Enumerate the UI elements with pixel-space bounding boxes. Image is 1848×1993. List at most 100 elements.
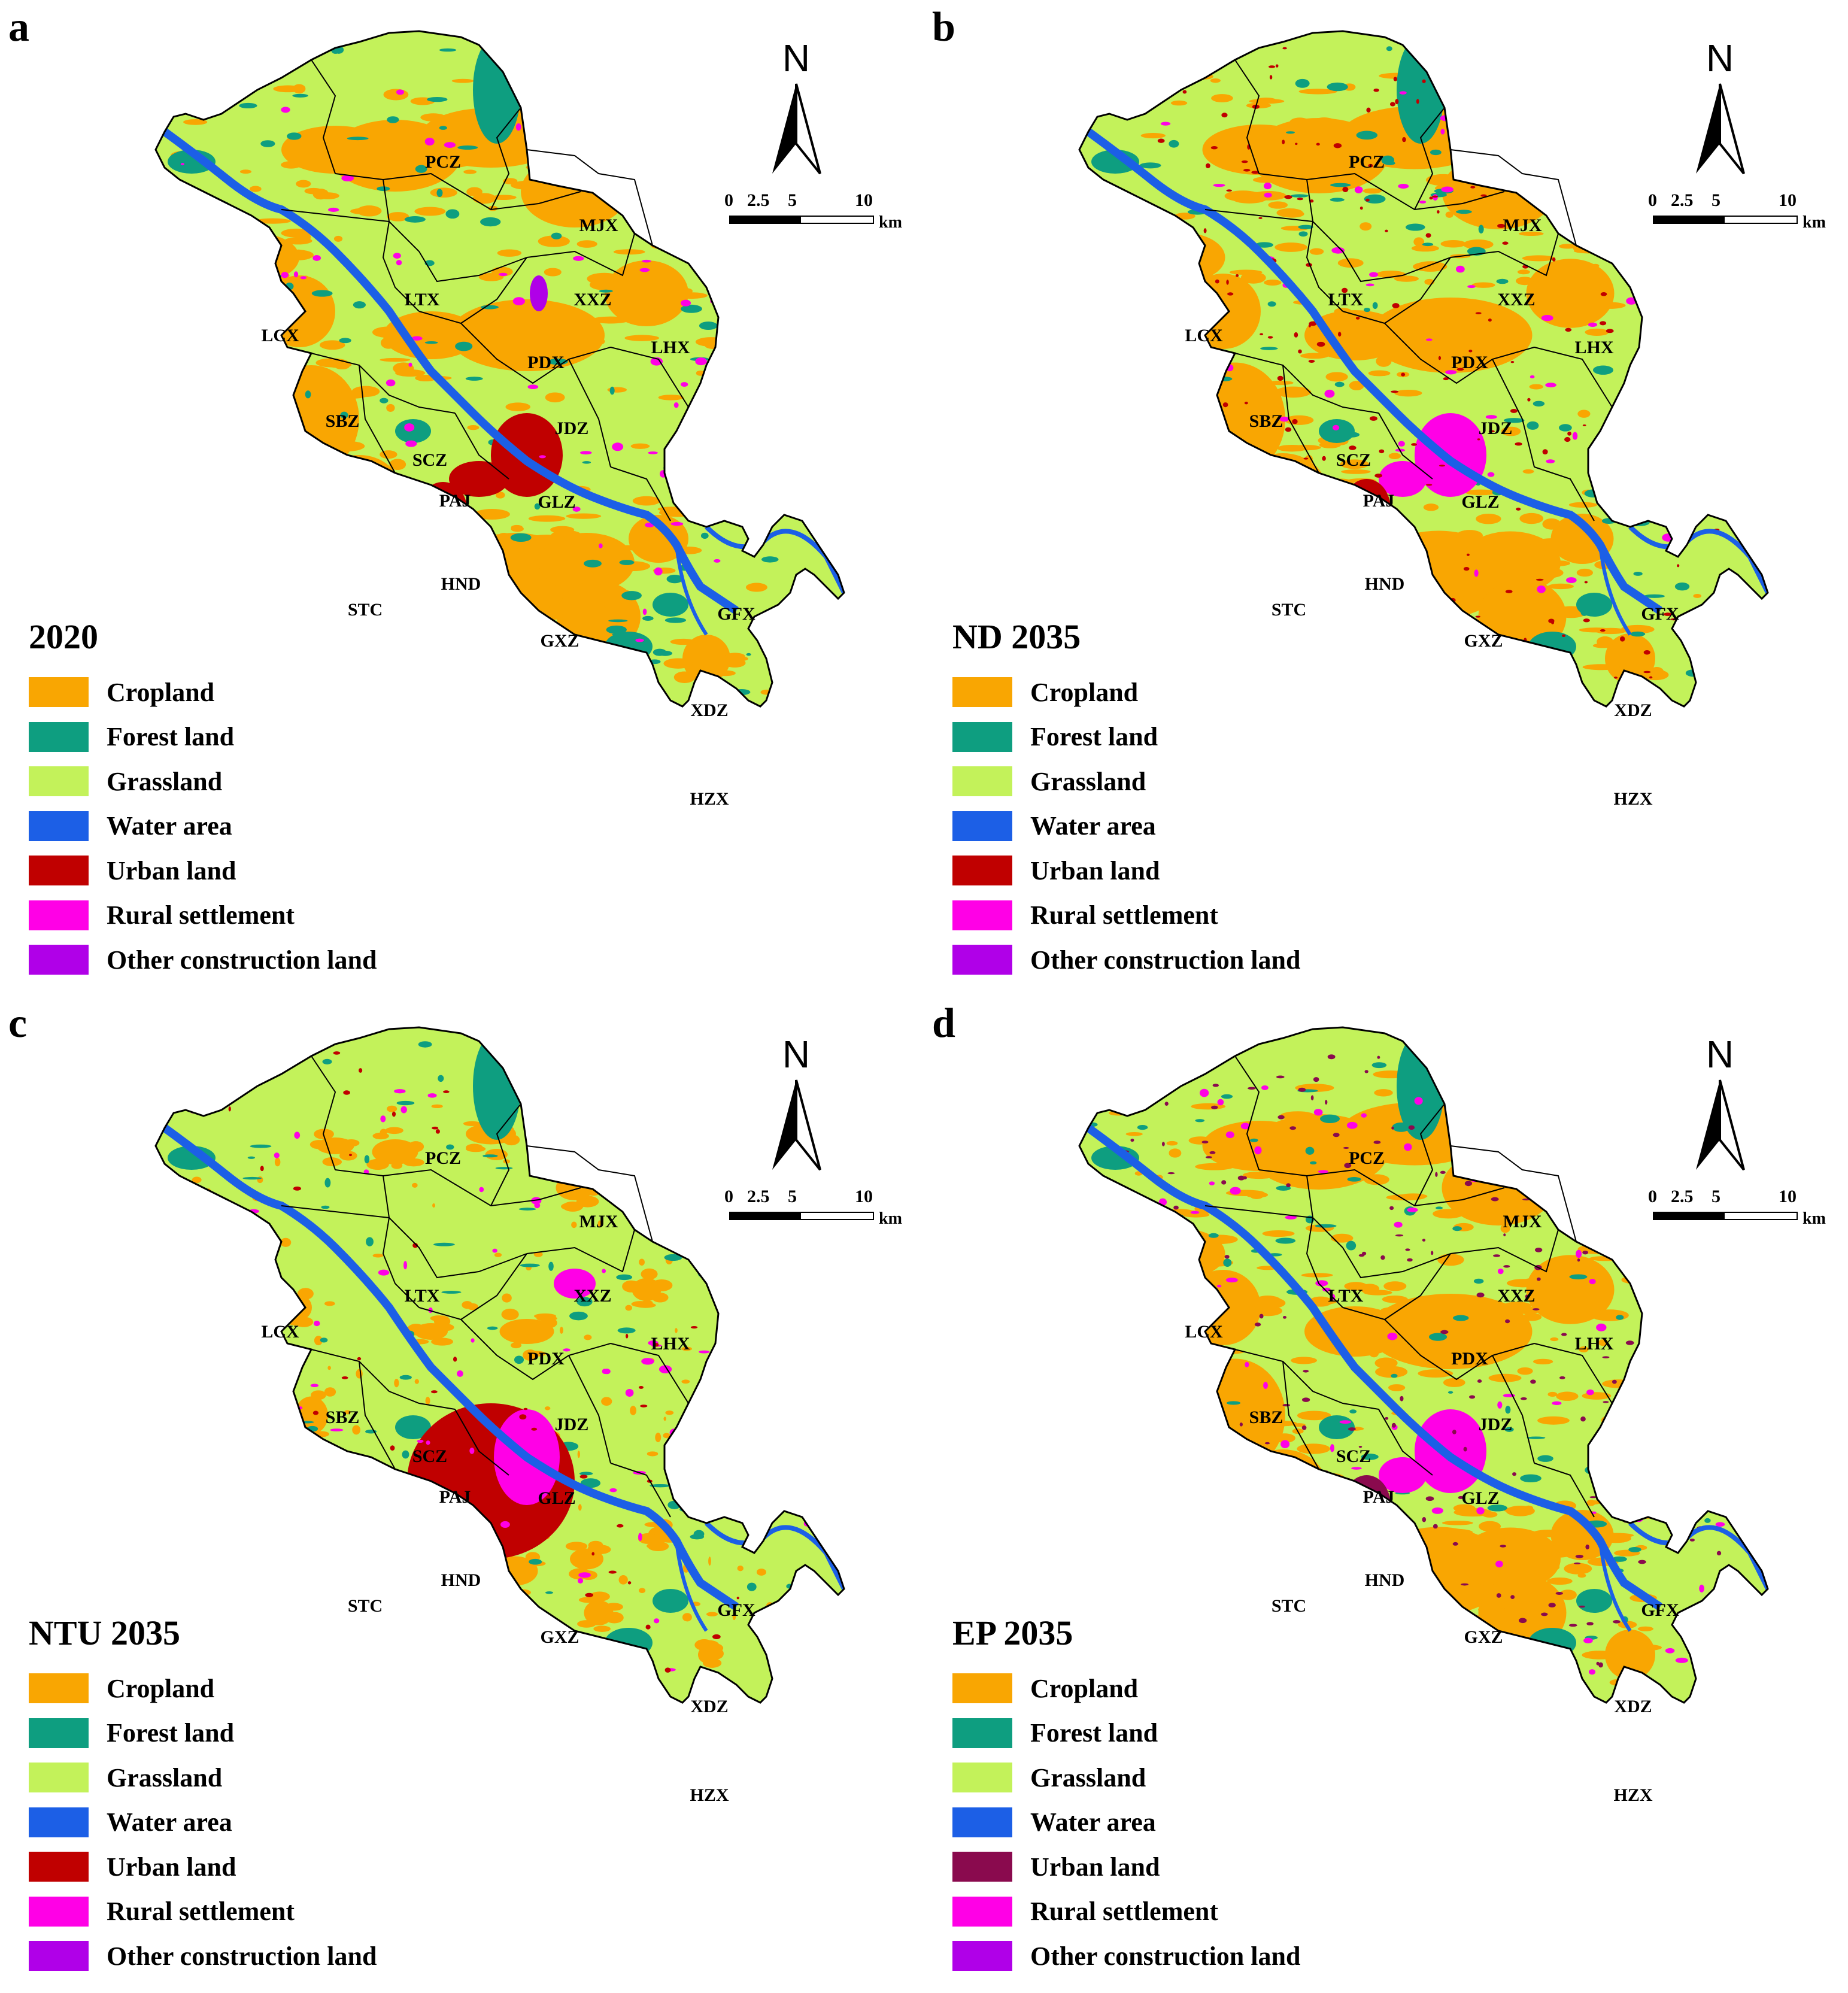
cropland-patch — [183, 119, 208, 125]
forest-patch — [664, 617, 687, 623]
township-boundary — [1534, 466, 1595, 521]
forest-patch — [1448, 1391, 1453, 1394]
cropland-patch — [1672, 447, 1701, 455]
forest-patch — [1488, 1669, 1503, 1678]
cropland-patch — [380, 1129, 387, 1136]
cropland-patch — [478, 272, 504, 281]
cropland-patch — [1451, 558, 1471, 566]
rural-settlement-patch — [642, 259, 651, 263]
town-label-scz: SCZ — [412, 1446, 447, 1466]
rural-settlement-patch — [734, 268, 747, 277]
urban-land-patch — [1260, 333, 1264, 336]
urban-land-patch — [1703, 632, 1711, 637]
urban-land-patch — [1463, 1446, 1467, 1452]
urban-land-patch — [1334, 1519, 1338, 1524]
urban-land-patch — [1453, 665, 1457, 668]
cropland-patch — [1503, 563, 1527, 573]
forest-patch — [579, 1472, 593, 1476]
rural-settlement-patch — [1546, 459, 1555, 463]
cropland-patch — [1242, 1158, 1270, 1170]
cropland-patch — [497, 597, 514, 601]
urban-land-patch — [1178, 284, 1182, 289]
urban-land-patch — [551, 1143, 559, 1145]
cropland-patch — [1529, 384, 1543, 390]
urban-land-patch — [1188, 538, 1197, 542]
forest-patch — [242, 1176, 262, 1180]
cropland-patch — [745, 1417, 757, 1424]
rural-settlement-patch — [1709, 1425, 1717, 1430]
urban-land-patch — [664, 1667, 671, 1673]
cropland-patch — [1148, 1283, 1166, 1288]
rural-settlement-patch — [426, 1578, 438, 1585]
cropland-patch — [378, 1548, 394, 1557]
cropland-patch — [307, 518, 334, 524]
rural-settlement-patch — [1596, 1323, 1607, 1331]
legend-label: Other construction land — [1030, 945, 1301, 975]
rural-settlement-patch — [718, 1410, 727, 1416]
urban-land-patch — [285, 1545, 291, 1551]
cropland-patch — [511, 1342, 522, 1349]
urban-land-patch — [1227, 292, 1234, 296]
cropland-patch — [1673, 496, 1704, 502]
cropland-patch — [1321, 1616, 1360, 1625]
cropland-patch — [1426, 174, 1460, 186]
rural-settlement-patch — [180, 478, 193, 484]
forest-patch — [1527, 421, 1539, 430]
forest-patch — [1161, 1039, 1170, 1049]
forest-patch — [1372, 302, 1378, 310]
cropland-patch — [265, 280, 304, 293]
urban-land-patch — [1643, 650, 1650, 655]
cropland-patch — [1668, 286, 1683, 291]
legend-title: EP 2035 — [952, 1613, 1073, 1652]
forest-patch — [194, 580, 210, 589]
rural-settlement-patch — [554, 1269, 596, 1299]
urban-land-patch — [1647, 468, 1653, 471]
urban-land-patch — [1716, 1263, 1721, 1267]
rural-settlement-patch — [1398, 441, 1405, 447]
rural-settlement-patch — [1445, 370, 1457, 375]
cropland-patch — [1379, 350, 1408, 360]
cropland-patch — [253, 506, 263, 515]
rural-settlement-patch — [509, 660, 515, 668]
rural-settlement-patch — [393, 253, 401, 259]
cropland-patch — [1341, 469, 1371, 474]
cropland-patch — [506, 1680, 518, 1687]
urban-land-patch — [1621, 218, 1624, 223]
rural-settlement-patch — [386, 379, 396, 387]
forest-patch — [1562, 1688, 1570, 1694]
cropland-patch — [228, 544, 260, 554]
township-boundary — [382, 179, 420, 312]
urban-land-patch — [1358, 1446, 1363, 1448]
cropland-patch — [1456, 596, 1478, 603]
urban-land-patch — [1561, 634, 1566, 638]
urban-land-patch — [783, 1307, 787, 1310]
cropland-patch — [1176, 1373, 1195, 1380]
urban-land-patch — [1264, 1551, 1273, 1555]
cropland-patch — [1383, 1660, 1422, 1672]
urban-land-patch — [1342, 186, 1349, 192]
forest-patch — [1539, 666, 1559, 674]
cropland-patch — [1409, 1622, 1448, 1633]
cropland-patch — [1550, 1337, 1559, 1342]
rural-settlement-patch — [278, 587, 286, 596]
urban-land-patch — [1111, 1200, 1115, 1206]
forest-patch — [415, 165, 427, 173]
forest-patch — [291, 1463, 312, 1469]
urban-land-patch — [1425, 233, 1431, 238]
cropland-patch — [1130, 238, 1155, 249]
urban-land-patch — [1215, 351, 1222, 356]
urban-land-patch — [1121, 1448, 1128, 1454]
urban-land-patch — [1606, 329, 1614, 333]
town-label-gfx: GFX — [1641, 604, 1679, 624]
urban-land-patch — [1155, 1498, 1161, 1502]
cropland-patch — [609, 86, 627, 96]
rural-settlement-patch — [314, 1519, 321, 1526]
scale-segment — [800, 1212, 874, 1220]
cropland-patch — [339, 1467, 362, 1479]
forest-patch — [182, 1076, 204, 1085]
cropland-patch — [1266, 1420, 1297, 1427]
forest-patch — [1520, 1474, 1541, 1483]
rural-settlement-patch — [1497, 1401, 1503, 1409]
forest-patch — [1310, 1161, 1317, 1164]
